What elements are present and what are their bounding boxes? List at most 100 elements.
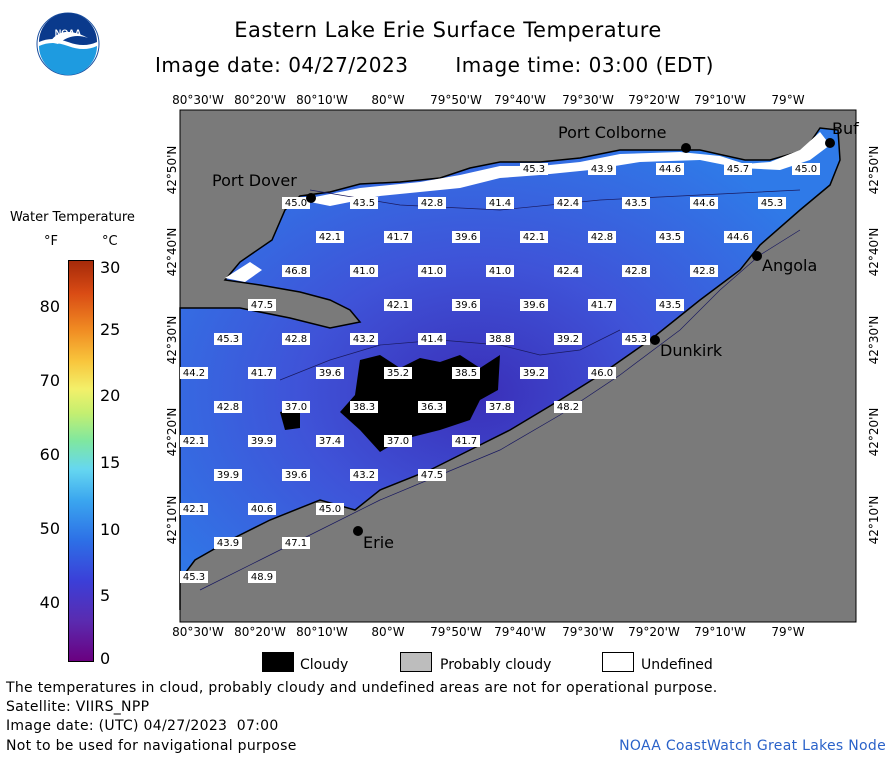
temperature-label-bg	[248, 571, 276, 583]
temperature-value: 43.2	[353, 334, 375, 345]
temperature-value: 42.4	[557, 266, 579, 277]
tick-c: 10	[100, 520, 121, 539]
temperature-label-bg	[316, 367, 344, 379]
temperature-value: 39.6	[455, 300, 477, 311]
temperature-value: 43.5	[625, 198, 647, 209]
temperature-label-bg	[350, 197, 378, 209]
tick-f: 50	[39, 519, 60, 538]
tick-f: 60	[39, 445, 60, 464]
temperature-value: 47.5	[251, 300, 273, 311]
city-label: Erie	[363, 533, 394, 552]
image-time: Image time: 03:00 (EDT)	[455, 53, 714, 77]
temperature-label-bg	[486, 333, 514, 345]
temperature-label: 42.4	[554, 265, 582, 277]
tick-c: 5	[100, 586, 111, 605]
temperature-label-bg	[418, 469, 446, 481]
lon-label: 79°40'W	[494, 625, 546, 639]
temperature-label-bg	[248, 367, 276, 379]
undefined-swatch	[602, 652, 634, 672]
temperature-label: 42.1	[520, 231, 548, 243]
lat-label: 42°50'N	[867, 146, 881, 195]
lat-label: 42°20'N	[867, 408, 881, 457]
temperature-value: 38.8	[489, 334, 511, 345]
temperature-label-bg	[724, 163, 752, 175]
temperature-value: 43.9	[591, 164, 613, 175]
lon-label: 79°W	[771, 625, 804, 639]
temperature-label: 42.8	[418, 197, 446, 209]
temperature-value: 45.3	[217, 334, 239, 345]
temperature-value: 45.3	[183, 572, 205, 583]
temperature-value: 45.0	[285, 198, 307, 209]
temperature-label-bg	[214, 401, 242, 413]
temperature-label: 40.6	[248, 503, 276, 515]
lat-label: 42°30'N	[165, 316, 179, 365]
temperature-value: 42.8	[625, 266, 647, 277]
temperature-value: 39.2	[523, 368, 545, 379]
temperature-value: 42.4	[557, 198, 579, 209]
temperature-value: 41.7	[455, 436, 477, 447]
map-title: Eastern Lake Erie Surface Temperature	[234, 18, 662, 42]
temperature-label-bg	[520, 367, 548, 379]
temperature-label-bg	[384, 435, 412, 447]
temperature-label: 43.2	[350, 333, 378, 345]
temperature-label: 37.0	[384, 435, 412, 447]
temperature-label: 41.4	[486, 197, 514, 209]
lat-label: 42°40'N	[165, 228, 179, 277]
temperature-label-bg	[656, 299, 684, 311]
lon-label: 79°10'W	[694, 93, 746, 107]
lake-water	[179, 127, 841, 610]
temperature-value: 38.5	[455, 368, 477, 379]
temperature-label: 43.5	[656, 299, 684, 311]
lon-label: 79°10'W	[694, 625, 746, 639]
temperature-label-bg	[656, 231, 684, 243]
temperature-value: 46.8	[285, 266, 307, 277]
temperature-label: 37.4	[316, 435, 344, 447]
temperature-label: 43.2	[350, 469, 378, 481]
temperature-value: 40.6	[251, 504, 273, 515]
tick-f: 80	[39, 297, 60, 316]
temperature-label-bg	[486, 265, 514, 277]
temperature-label: 43.5	[656, 231, 684, 243]
temperature-value: 42.8	[217, 402, 239, 413]
lon-label: 80°20'W	[234, 625, 286, 639]
temperature-label: 45.3	[622, 333, 650, 345]
lon-label: 79°50'W	[430, 625, 482, 639]
lon-label: 79°30'W	[562, 625, 614, 639]
temperature-value: 43.5	[659, 300, 681, 311]
temperature-label-bg	[248, 503, 276, 515]
temperature-value: 37.4	[319, 436, 341, 447]
cloudy-label: Cloudy	[300, 657, 349, 673]
temperature-label-bg	[588, 231, 616, 243]
temperature-label-bg	[588, 163, 616, 175]
temperature-label-bg	[792, 163, 820, 175]
temperature-label-bg	[588, 299, 616, 311]
temperature-label-bg	[214, 469, 242, 481]
temperature-label-bg	[180, 367, 208, 379]
temperature-value: 42.1	[183, 436, 205, 447]
temperature-label-bg	[622, 333, 650, 345]
city-marker	[825, 138, 835, 148]
temperature-label-bg	[214, 537, 242, 549]
temperature-value: 47.1	[285, 538, 307, 549]
temperature-value: 45.3	[625, 334, 647, 345]
temperature-label-bg	[758, 197, 786, 209]
temperature-label-bg	[452, 435, 480, 447]
temperature-label: 44.2	[180, 367, 208, 379]
nav-note: Not to be used for navigational purpose	[6, 738, 297, 754]
tick-c: 15	[100, 453, 121, 472]
city-label: Port Dover	[212, 171, 297, 190]
undefined-label: Undefined	[641, 657, 713, 673]
credit: NOAA CoastWatch Great Lakes Node	[619, 738, 886, 754]
lon-label: 79°30'W	[562, 93, 614, 107]
temperature-value: 41.0	[353, 266, 375, 277]
temperature-label: 45.0	[282, 197, 310, 209]
temperature-label: 39.6	[520, 299, 548, 311]
temperature-label: 45.7	[724, 163, 752, 175]
temperature-value: 41.0	[489, 266, 511, 277]
temperature-label: 39.6	[452, 299, 480, 311]
temperature-label-bg	[282, 265, 310, 277]
satellite: Satellite: VIIRS_NPP	[6, 699, 150, 715]
temperature-value: 39.6	[455, 232, 477, 243]
temperature-value: 38.3	[353, 402, 375, 413]
svg-text:NOAA: NOAA	[55, 28, 82, 38]
